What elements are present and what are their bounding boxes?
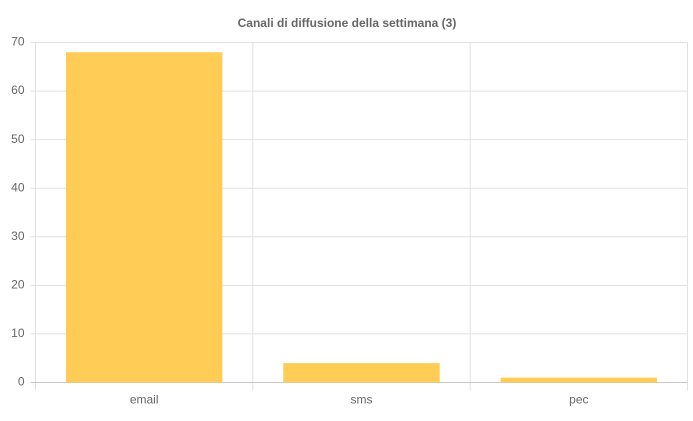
- x-tick-label: sms: [351, 393, 373, 407]
- chart-title: Canali di diffusione della settimana (3): [238, 16, 457, 30]
- y-tick-label: 10: [11, 326, 25, 340]
- y-tick-label: 50: [11, 132, 25, 146]
- y-tick-label: 40: [11, 180, 25, 194]
- y-tick-label: 20: [11, 278, 25, 292]
- bar: [283, 363, 440, 383]
- y-tick-label: 60: [11, 83, 25, 97]
- x-tick-label: email: [130, 393, 159, 407]
- bar: [65, 52, 223, 383]
- y-tick-label: 30: [11, 229, 25, 243]
- x-tick-label: pec: [569, 393, 588, 407]
- bar: [500, 377, 658, 383]
- y-tick-label: 0: [18, 375, 25, 389]
- y-tick-label: 70: [11, 35, 25, 49]
